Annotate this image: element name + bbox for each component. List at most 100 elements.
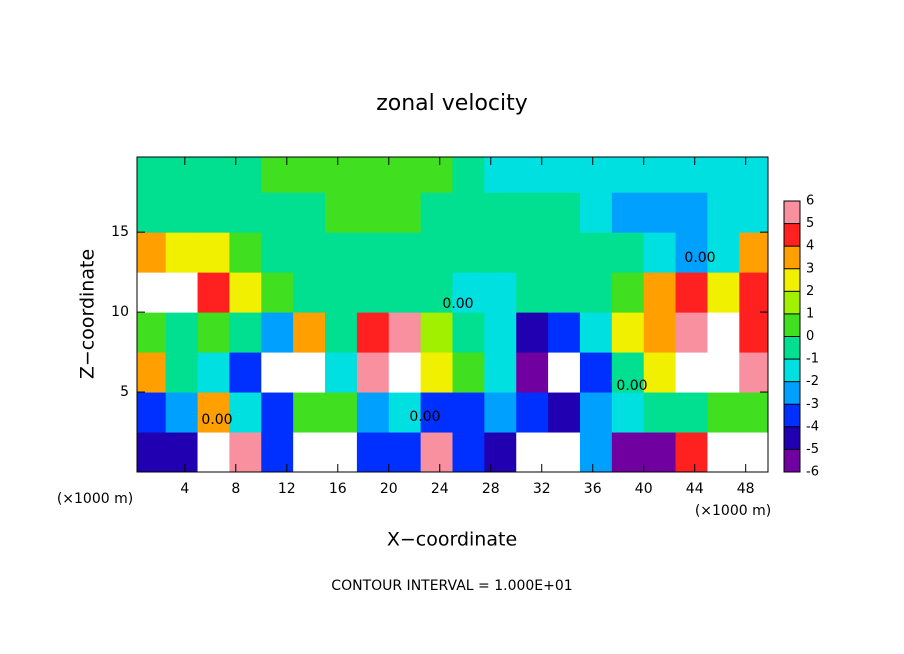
cell — [516, 392, 549, 433]
cell — [388, 272, 422, 313]
cell — [293, 392, 326, 433]
colorbar-label: -2 — [806, 374, 819, 389]
chart-title: zonal velocity — [376, 91, 528, 116]
cell — [356, 157, 390, 193]
cell — [261, 392, 294, 433]
cell — [516, 432, 549, 472]
cell — [675, 432, 708, 472]
cell — [579, 232, 613, 273]
cell — [548, 352, 581, 393]
x-tick-label: 36 — [584, 481, 602, 497]
cell — [388, 192, 422, 233]
cell — [293, 352, 326, 393]
cell — [707, 232, 740, 273]
cell — [484, 432, 517, 472]
cell — [325, 312, 358, 353]
cell — [548, 192, 581, 233]
y-unit: (×1000 m) — [57, 491, 133, 507]
cell — [165, 157, 199, 193]
colorbar-swatch — [784, 426, 800, 450]
cell — [420, 432, 453, 472]
cell — [516, 157, 549, 193]
x-unit: (×1000 m) — [695, 503, 771, 519]
cell — [197, 272, 230, 313]
x-tick-label: 8 — [231, 481, 240, 497]
cell — [137, 432, 167, 472]
colorbar-swatch — [784, 449, 800, 472]
cell — [643, 157, 677, 193]
cell — [611, 312, 645, 353]
cell — [611, 352, 645, 393]
cell — [293, 157, 326, 193]
cell — [197, 392, 230, 433]
cell — [137, 352, 167, 393]
cell — [707, 157, 740, 193]
cell — [165, 352, 199, 393]
cell — [325, 352, 358, 393]
cell — [137, 232, 167, 273]
cell — [229, 352, 262, 393]
cell — [579, 392, 613, 433]
cell — [643, 432, 677, 472]
colorbar-swatch — [784, 381, 800, 405]
cell — [197, 232, 230, 273]
cell — [611, 392, 645, 433]
y-tick-label: 5 — [120, 384, 129, 400]
y-axis-label: Z−coordinate — [77, 249, 99, 379]
cell — [579, 352, 613, 393]
cell — [137, 392, 167, 433]
contour-label: 0.00 — [442, 296, 473, 312]
cell — [229, 232, 262, 273]
cell — [261, 432, 294, 472]
cell — [165, 312, 199, 353]
cell — [579, 432, 613, 472]
cell — [388, 157, 422, 193]
cell — [579, 272, 613, 313]
cell — [643, 232, 677, 273]
cell — [643, 352, 677, 393]
cell — [484, 312, 517, 353]
cell — [229, 432, 262, 472]
cell — [516, 232, 549, 273]
cell — [452, 272, 485, 313]
cell — [356, 312, 390, 353]
cell — [197, 157, 230, 193]
cell — [165, 432, 199, 472]
cell — [229, 157, 262, 193]
cell — [484, 392, 517, 433]
cell — [643, 312, 677, 353]
cell — [548, 272, 581, 313]
cell — [675, 232, 708, 273]
colorbar-label: 1 — [806, 306, 814, 321]
cell — [388, 352, 422, 393]
contour-label: 0.00 — [616, 378, 647, 394]
cell — [137, 192, 167, 233]
cell — [579, 312, 613, 353]
cell — [739, 157, 768, 193]
cell — [452, 192, 485, 233]
cell — [452, 157, 485, 193]
cell — [611, 157, 645, 193]
cell — [484, 352, 517, 393]
cell — [611, 432, 645, 472]
cell — [452, 232, 485, 273]
cell — [516, 312, 549, 353]
cell — [197, 192, 230, 233]
colorbar-label: 2 — [806, 284, 814, 299]
cell — [420, 192, 453, 233]
cell — [452, 392, 485, 433]
x-tick-label: 4 — [180, 481, 189, 497]
field — [137, 157, 768, 472]
x-tick-label: 24 — [431, 481, 449, 497]
cell — [484, 232, 517, 273]
cell — [548, 432, 581, 472]
cell — [516, 352, 549, 393]
colorbar-label: -6 — [806, 465, 819, 480]
cell — [388, 392, 422, 433]
cell — [325, 157, 358, 193]
cell — [293, 192, 326, 233]
cell — [261, 157, 294, 193]
cell — [293, 432, 326, 472]
cell — [356, 432, 390, 472]
